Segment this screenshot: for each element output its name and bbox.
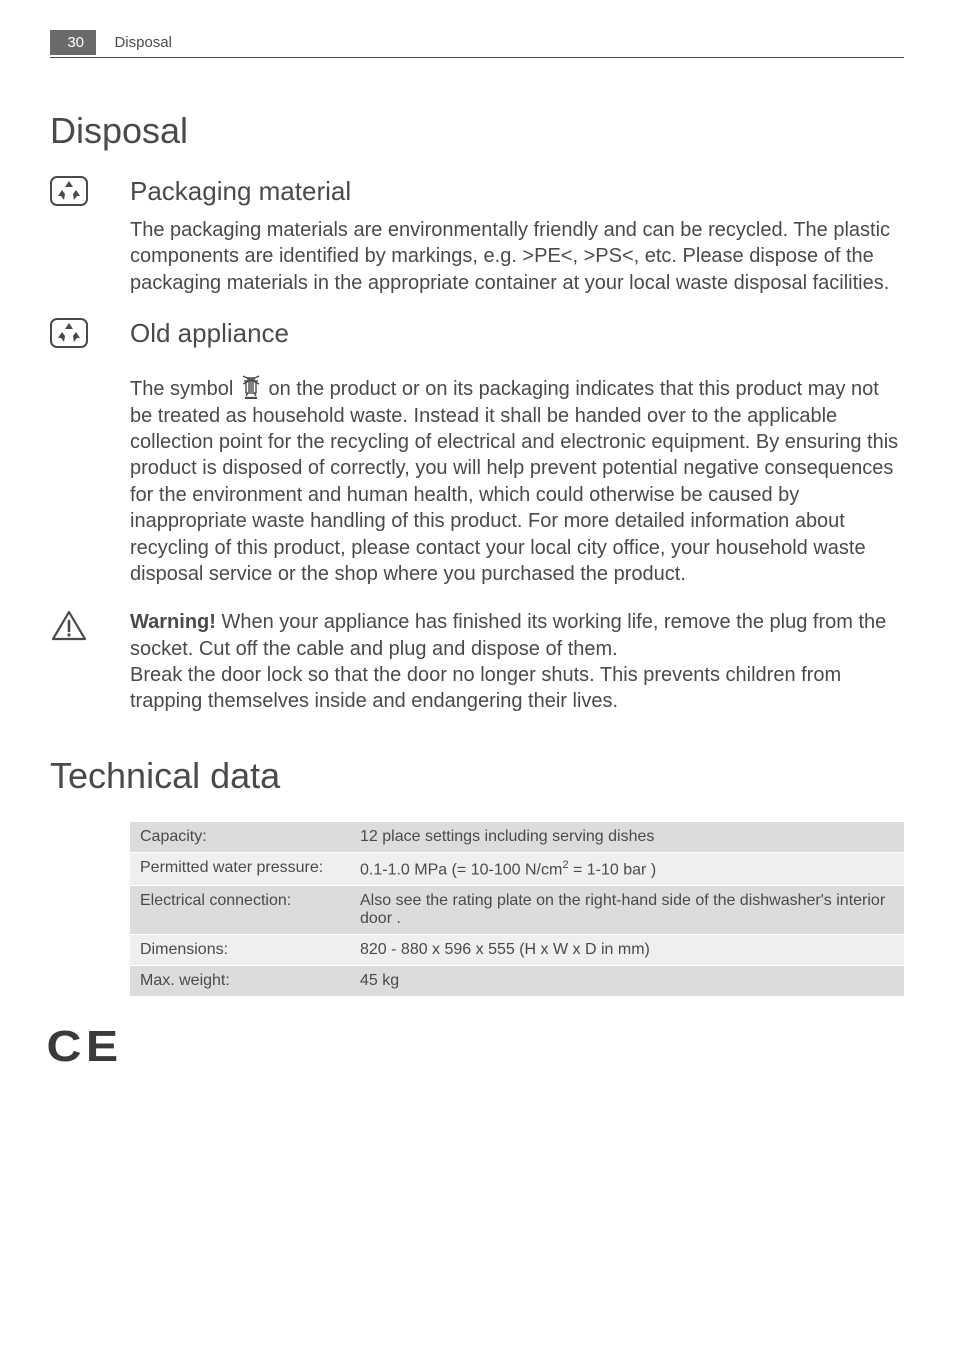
recycle-icon bbox=[50, 176, 90, 210]
spec-label: Electrical connection: bbox=[130, 886, 350, 935]
spec-label: Capacity: bbox=[130, 821, 350, 852]
spec-value: 0.1-1.0 MPa (= 10-100 N/cm2 = 1-10 bar ) bbox=[350, 852, 904, 885]
table-row: Dimensions:820 - 880 x 596 x 555 (H x W … bbox=[130, 935, 904, 966]
ce-mark-row: CE bbox=[50, 1018, 904, 1072]
subsection-packaging-title: Packaging material bbox=[130, 176, 904, 207]
recycle-icon bbox=[50, 318, 90, 352]
subsection-old-appliance-title: Old appliance bbox=[130, 318, 904, 349]
page-header: 30 Disposal bbox=[50, 30, 904, 58]
spec-value: 12 place settings including serving dish… bbox=[350, 821, 904, 852]
warning-label: Warning! bbox=[130, 611, 216, 633]
warning-icon bbox=[50, 609, 90, 643]
running-title: Disposal bbox=[100, 30, 172, 56]
block-warning: Warning! When your appliance has finishe… bbox=[50, 609, 904, 715]
warning-body: Warning! When your appliance has finishe… bbox=[130, 609, 904, 715]
block-old-appliance: Old appliance The symbol on the produ bbox=[50, 318, 904, 587]
weee-bin-icon bbox=[239, 378, 263, 400]
page-number: 30 bbox=[50, 30, 96, 55]
spec-label: Permitted water pressure: bbox=[130, 852, 350, 885]
page-content: Disposal Packaging material The packagin… bbox=[50, 90, 904, 1072]
table-row: Permitted water pressure:0.1-1.0 MPa (= … bbox=[130, 852, 904, 885]
spec-label: Max. weight: bbox=[130, 966, 350, 997]
technical-data-table: Capacity:12 place settings including ser… bbox=[130, 821, 904, 996]
spec-value: Also see the rating plate on the right-h… bbox=[350, 886, 904, 935]
block-tech-table: Capacity:12 place settings including ser… bbox=[50, 821, 904, 996]
block-packaging: Packaging material The packaging materia… bbox=[50, 176, 904, 296]
packaging-body: The packaging materials are environmenta… bbox=[130, 217, 904, 296]
section-title-disposal: Disposal bbox=[50, 110, 904, 152]
table-row: Electrical connection:Also see the ratin… bbox=[130, 886, 904, 935]
ce-mark-icon: CE bbox=[47, 1022, 123, 1072]
section-title-technical: Technical data bbox=[50, 755, 904, 797]
table-row: Max. weight:45 kg bbox=[130, 966, 904, 997]
warning-text: When your appliance has finished its wor… bbox=[130, 611, 886, 712]
table-row: Capacity:12 place settings including ser… bbox=[130, 821, 904, 852]
spec-label: Dimensions: bbox=[130, 935, 350, 966]
spec-value: 45 kg bbox=[350, 966, 904, 997]
spec-value: 820 - 880 x 596 x 555 (H x W x D in mm) bbox=[350, 935, 904, 966]
old-appliance-body: The symbol on the product or on its pack… bbox=[130, 373, 904, 587]
